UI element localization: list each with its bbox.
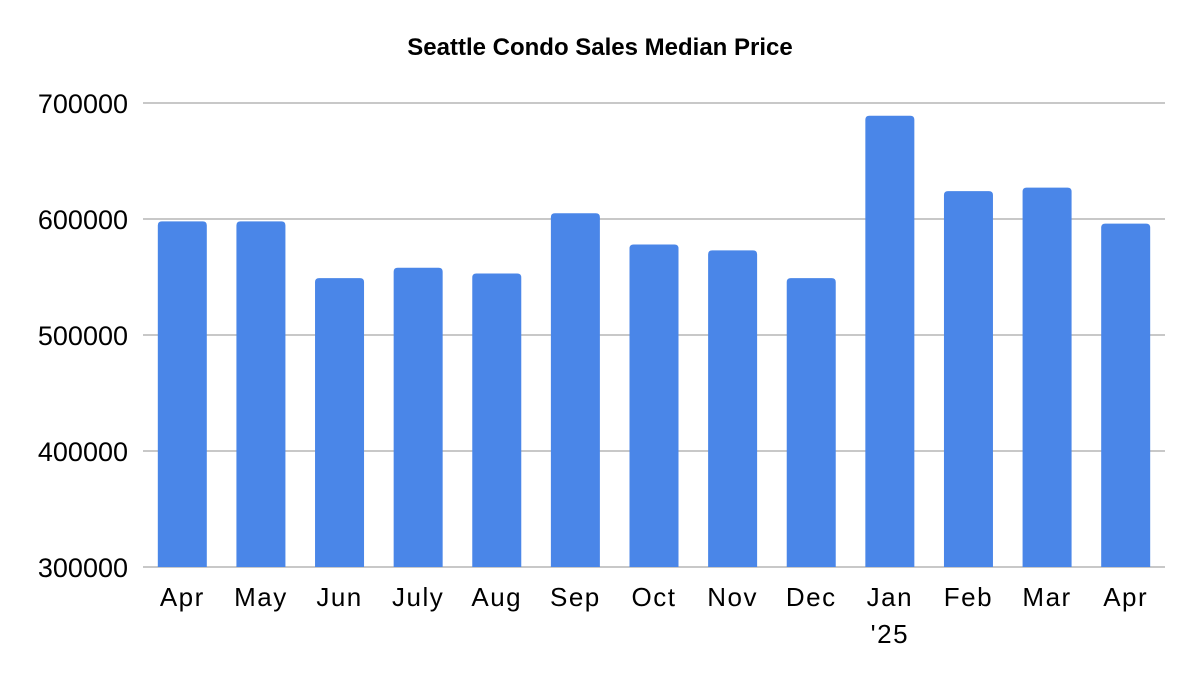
- bar: [708, 250, 758, 567]
- y-tick-label: 500000: [38, 321, 128, 351]
- bars: [157, 115, 1151, 567]
- x-tick-label-line: Jan: [867, 582, 913, 612]
- y-tick-label: 700000: [38, 89, 128, 119]
- x-tick-label-line: Sep: [550, 582, 601, 612]
- x-tick-label-line: Jun: [316, 582, 362, 612]
- bar: [865, 115, 915, 567]
- chart-title: Seattle Condo Sales Median Price: [407, 34, 792, 61]
- x-tick-label: Apr: [1103, 582, 1148, 612]
- bar: [550, 213, 600, 567]
- bar: [1022, 187, 1072, 567]
- x-tick-label-line: '25: [871, 619, 909, 649]
- y-axis-tick-labels: 300000 400000 500000 600000 700000: [38, 89, 128, 583]
- x-tick-label-line: Oct: [632, 582, 677, 612]
- bar: [472, 273, 522, 567]
- x-tick-label: Apr: [160, 582, 205, 612]
- x-tick-label-line: Apr: [160, 582, 205, 612]
- x-tick-label: Jan '25: [867, 582, 913, 649]
- bar: [786, 278, 836, 567]
- x-tick-label: Mar: [1022, 582, 1071, 612]
- x-tick-label-line: Mar: [1022, 582, 1071, 612]
- x-tick-label: Aug: [471, 582, 522, 612]
- y-tick-label: 300000: [38, 553, 128, 583]
- x-tick-label: Sep: [550, 582, 601, 612]
- bar: [157, 221, 207, 567]
- x-tick-label-line: Nov: [707, 582, 758, 612]
- bar: [1101, 223, 1151, 567]
- x-tick-label-line: Apr: [1103, 582, 1148, 612]
- x-tick-label-line: Aug: [471, 582, 522, 612]
- bar: [629, 244, 679, 567]
- y-tick-label: 400000: [38, 437, 128, 467]
- bar: [315, 278, 365, 567]
- bar: [943, 191, 993, 567]
- x-axis-tick-labels: Apr May Jun July Aug Sep Oct Nov Dec Jan '25 Feb Mar…: [160, 582, 1148, 649]
- x-tick-label: July: [392, 582, 444, 612]
- bar: [236, 221, 286, 567]
- x-tick-label-line: Dec: [786, 582, 837, 612]
- bar: [393, 267, 443, 567]
- x-tick-label: Dec: [786, 582, 837, 612]
- x-tick-label: Oct: [632, 582, 677, 612]
- x-tick-label: Feb: [944, 582, 993, 612]
- y-tick-label: 600000: [38, 205, 128, 235]
- x-tick-label: May: [234, 582, 288, 612]
- x-tick-label-line: Feb: [944, 582, 993, 612]
- x-tick-label-line: May: [234, 582, 288, 612]
- x-tick-label-line: July: [392, 582, 444, 612]
- x-tick-label: Jun: [316, 582, 362, 612]
- x-tick-label: Nov: [707, 582, 758, 612]
